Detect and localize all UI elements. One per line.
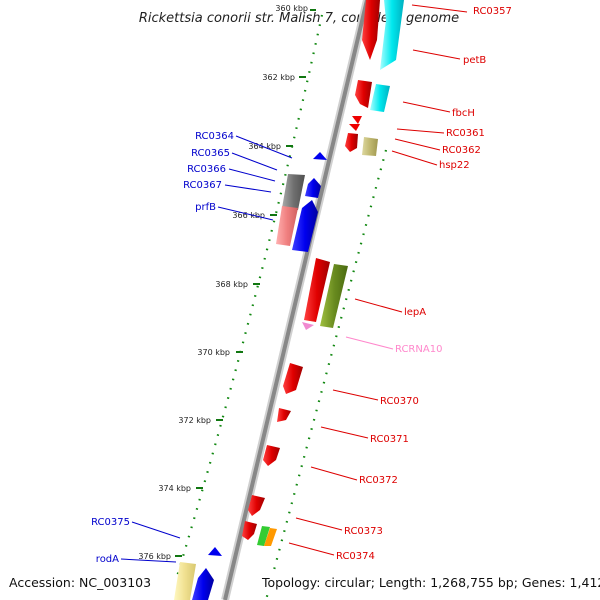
tick-label: 360 kbp bbox=[275, 4, 308, 13]
gene-rcrna10[interactable] bbox=[302, 322, 314, 330]
gene-rc0367[interactable] bbox=[276, 206, 298, 246]
footer-topology: Topology: circular; Length: 1,268,755 bp… bbox=[261, 575, 600, 590]
genome-backbone-core bbox=[223, 0, 369, 600]
gene-rc0375[interactable] bbox=[208, 547, 222, 556]
gene-fbch[interactable] bbox=[370, 84, 390, 112]
gene-prfb[interactable] bbox=[292, 200, 318, 252]
gene-roda[interactable] bbox=[192, 568, 214, 600]
left-gene-labels: RC0364 RC0365 RC0366 RC0367 prfB RC0375 … bbox=[91, 131, 234, 565]
gene-rc0361[interactable] bbox=[352, 116, 362, 124]
gene-rc0357[interactable] bbox=[362, 0, 380, 60]
gene-label-rc0371[interactable]: RC0371 bbox=[370, 434, 409, 445]
footer-accession: Accession: NC_003103 bbox=[9, 575, 151, 590]
forward-genes bbox=[242, 0, 404, 546]
gene-label-petb[interactable]: petB bbox=[463, 55, 486, 66]
gene-label-lepa[interactable]: lepA bbox=[404, 307, 426, 318]
gene-hsp22[interactable] bbox=[362, 137, 378, 156]
gene-label-rc0365[interactable]: RC0365 bbox=[191, 148, 230, 159]
tick-label: 364 kbp bbox=[248, 142, 281, 151]
gene-petb[interactable] bbox=[380, 0, 404, 70]
right-gene-labels: RC0357 petB fbcH RC0361 RC0362 hsp22 lep… bbox=[336, 6, 512, 562]
gene-label-rc0361[interactable]: RC0361 bbox=[446, 128, 485, 139]
right-leaders bbox=[288, 4, 468, 556]
tick-label: 372 kbp bbox=[178, 416, 211, 425]
gene-rc0371[interactable] bbox=[277, 408, 291, 422]
gene-label-prfb[interactable]: prfB bbox=[195, 202, 216, 213]
gene-label-rcrna10[interactable]: RCRNA10 bbox=[395, 344, 442, 355]
gene-rc0374-red[interactable] bbox=[242, 521, 257, 540]
gene-label-rc0366[interactable]: RC0366 bbox=[187, 164, 226, 175]
tick-label: 368 kbp bbox=[215, 280, 248, 289]
gene-label-rc0370[interactable]: RC0370 bbox=[380, 396, 419, 407]
gene-label-hsp22[interactable]: hsp22 bbox=[439, 160, 470, 171]
inner-track bbox=[264, 149, 388, 600]
gene-red-fbch-a[interactable] bbox=[355, 80, 372, 108]
gene-label-rc0357[interactable]: RC0357 bbox=[473, 6, 512, 17]
gene-rc0365[interactable] bbox=[282, 174, 305, 210]
gene-label-fbch[interactable]: fbcH bbox=[452, 108, 475, 119]
gene-rc0374[interactable] bbox=[264, 528, 277, 546]
tick-label: 376 kbp bbox=[138, 552, 171, 561]
gene-rc0366[interactable] bbox=[305, 178, 321, 198]
gene-label-rc0375[interactable]: RC0375 bbox=[91, 517, 130, 528]
tick-label: 366 kbp bbox=[232, 211, 265, 220]
gene-rc0364[interactable] bbox=[313, 152, 327, 160]
gene-label-roda[interactable]: rodA bbox=[96, 554, 119, 565]
gene-lepa[interactable] bbox=[320, 264, 348, 328]
left-leaders bbox=[120, 135, 293, 563]
map-title: Rickettsia conorii str. Malish 7, comple… bbox=[139, 11, 459, 26]
rcrna10-leader bbox=[345, 336, 394, 350]
tick-label: 370 kbp bbox=[197, 348, 230, 357]
gene-rc0362[interactable] bbox=[345, 133, 358, 152]
tick-label: 362 kbp bbox=[262, 73, 295, 82]
gene-label-rc0374[interactable]: RC0374 bbox=[336, 551, 375, 562]
tick-label: 374 kbp bbox=[158, 484, 191, 493]
gene-rc0373[interactable] bbox=[248, 495, 265, 516]
gene-rc0372[interactable] bbox=[263, 445, 280, 466]
scale-ticks: 360 kbp 362 kbp 364 kbp 366 kbp 368 kbp … bbox=[138, 4, 316, 561]
gene-label-rc0362[interactable]: RC0362 bbox=[442, 145, 481, 156]
footer-topology-bg bbox=[258, 572, 598, 594]
gene-label-rc0364[interactable]: RC0364 bbox=[195, 131, 234, 142]
gene-rc0361-b[interactable] bbox=[349, 124, 360, 131]
gene-label-rc0372[interactable]: RC0372 bbox=[359, 475, 398, 486]
reverse-genes bbox=[174, 152, 327, 600]
gene-lepa-red[interactable] bbox=[304, 258, 330, 322]
gene-rc0374-green[interactable] bbox=[257, 526, 270, 546]
gene-label-rc0367[interactable]: RC0367 bbox=[183, 180, 222, 191]
gene-label-rc0373[interactable]: RC0373 bbox=[344, 526, 383, 537]
gene-rc0370[interactable] bbox=[283, 363, 303, 394]
footer-accession-bg bbox=[4, 572, 150, 594]
gene-roda-cream[interactable] bbox=[174, 562, 196, 600]
